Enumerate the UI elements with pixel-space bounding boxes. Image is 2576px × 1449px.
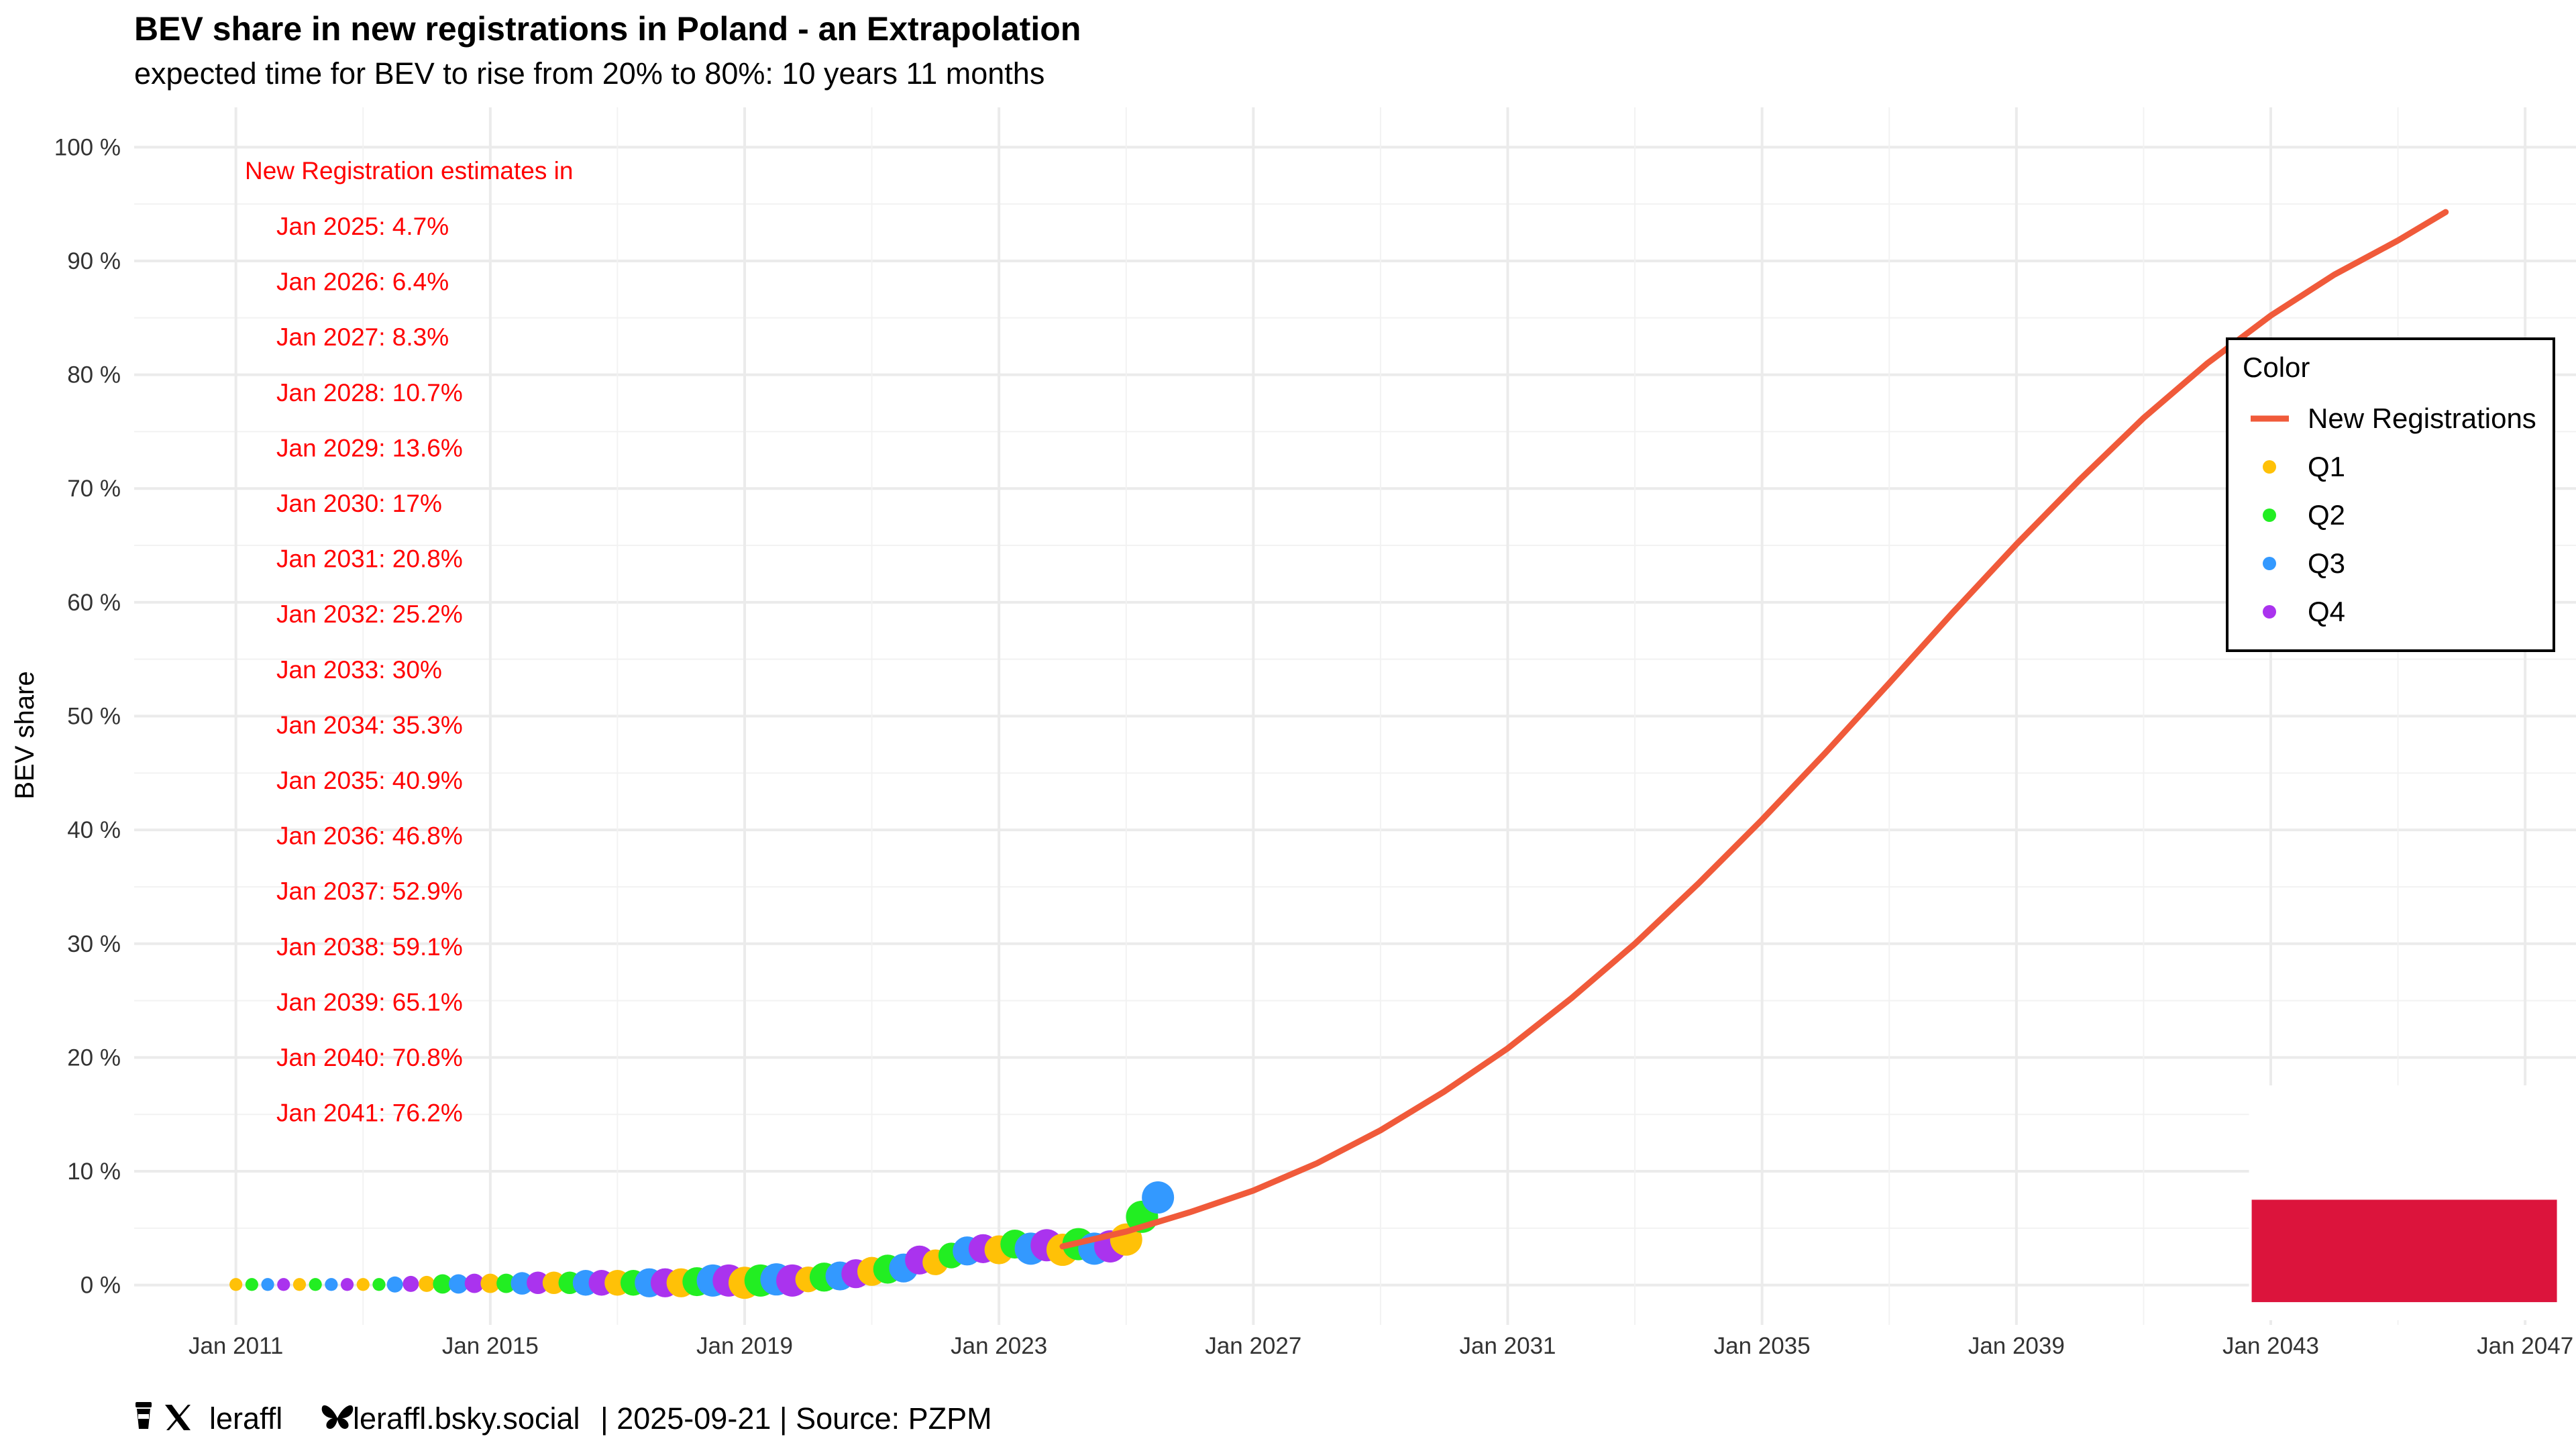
data-point	[464, 1273, 484, 1293]
x-tick-label: Jan 2019	[696, 1333, 793, 1359]
x-tick-label: Jan 2023	[951, 1333, 1047, 1359]
data-point	[356, 1278, 370, 1291]
data-point	[480, 1273, 500, 1293]
data-point	[511, 1272, 534, 1295]
legend-title: Color	[2243, 352, 2310, 383]
x-tick-label: Jan 2043	[2222, 1333, 2319, 1359]
data-point	[419, 1275, 435, 1292]
y-tick-label: 40 %	[67, 817, 121, 843]
annotation-line: Jan 2035: 40.9%	[276, 767, 463, 794]
y-tick-label: 10 %	[67, 1159, 121, 1185]
annotation-line: Jan 2032: 25.2%	[276, 600, 463, 628]
legend-label: New Registrations	[2308, 402, 2536, 434]
estimates-annotation: New Registration estimates in Jan 2025: 4…	[245, 157, 573, 1127]
annotation-line: Jan 2029: 13.6%	[276, 434, 463, 462]
annotation-line: Jan 2038: 59.1%	[276, 933, 463, 961]
legend-label: Q1	[2308, 451, 2345, 482]
x-axis: Jan 2011 Jan 2015 Jan 2019 Jan 2023 Jan 2027…	[189, 1333, 2573, 1359]
x-tick-label: Jan 2031	[1459, 1333, 1556, 1359]
x-tick-label: Jan 2047	[2477, 1333, 2573, 1359]
y-tick-label: 70 %	[67, 476, 121, 502]
data-point	[402, 1275, 419, 1292]
data-point	[340, 1278, 354, 1291]
y-axis: 0 % 10 % 20 % 30 % 40 % 50 % 60 % 70 % 80 % 90 % 1…	[54, 134, 121, 1298]
y-tick-label: 90 %	[67, 248, 121, 274]
x-tick-label: Jan 2035	[1714, 1333, 1811, 1359]
data-point	[496, 1273, 516, 1293]
y-tick-label: 60 %	[67, 590, 121, 616]
data-point	[325, 1278, 338, 1291]
data-point	[527, 1271, 549, 1295]
legend-key-dot	[2263, 605, 2276, 619]
annotation-line: Jan 2028: 10.7%	[276, 379, 463, 407]
x-logo-icon	[165, 1405, 191, 1430]
annotation-line: Jan 2040: 70.8%	[276, 1044, 463, 1071]
legend-label: Q3	[2308, 547, 2345, 579]
data-point	[277, 1278, 290, 1291]
caption-handle-x: leraffl	[209, 1401, 282, 1436]
legend-key-dot	[2263, 557, 2276, 570]
annotation-header: New Registration estimates in	[245, 157, 573, 184]
caption-rest: | 2025-09-21 | Source: PZPM	[600, 1401, 992, 1436]
x-tick-label: Jan 2027	[1205, 1333, 1301, 1359]
legend-key-dot	[2263, 460, 2276, 474]
legend-key-dot	[2263, 508, 2276, 522]
data-point	[261, 1278, 274, 1291]
y-tick-label: 80 %	[67, 362, 121, 388]
data-point	[372, 1278, 386, 1291]
annotation-line: Jan 2026: 6.4%	[276, 268, 449, 296]
butterfly-icon	[321, 1405, 354, 1429]
legend: Color New Registrations Q1 Q2 Q3 Q4	[2226, 337, 2555, 652]
data-point	[309, 1278, 322, 1291]
annotation-line: Jan 2027: 8.3%	[276, 323, 449, 351]
annotation-line: Jan 2039: 65.1%	[276, 988, 463, 1016]
y-axis-label: BEV share	[10, 671, 40, 799]
annotation-line: Jan 2031: 20.8%	[276, 545, 463, 573]
annotation-line: Jan 2036: 46.8%	[276, 822, 463, 850]
coffee-icon	[136, 1402, 152, 1429]
y-tick-label: 30 %	[67, 931, 121, 957]
annotation-line: Jan 2030: 17%	[276, 490, 442, 517]
annotation-line: Jan 2041: 76.2%	[276, 1099, 463, 1127]
y-tick-label: 50 %	[67, 704, 121, 730]
data-point	[292, 1278, 307, 1291]
y-tick-label: 100 %	[54, 134, 121, 160]
data-point	[245, 1278, 258, 1291]
annotation-line: Jan 2033: 30%	[276, 656, 442, 684]
legend-label: Q4	[2308, 596, 2345, 627]
x-tick-label: Jan 2039	[1968, 1333, 2065, 1359]
data-point	[433, 1274, 453, 1294]
y-tick-label: 0 %	[80, 1273, 121, 1299]
data-point	[449, 1274, 468, 1294]
caption: leraffl leraffl.bsky.social | 2025-09-21…	[136, 1401, 992, 1436]
x-tick-label: Jan 2015	[442, 1333, 539, 1359]
quarterly-points	[229, 1181, 1175, 1299]
data-point	[229, 1278, 243, 1291]
annotation-line: Jan 2034: 35.3%	[276, 711, 463, 739]
data-point	[542, 1271, 566, 1295]
chart-subtitle: expected time for BEV to rise from 20% t…	[134, 56, 1044, 91]
annotation-line: Jan 2025: 4.7%	[276, 213, 449, 240]
chart-title: BEV share in new registrations in Poland…	[134, 10, 1081, 48]
y-tick-label: 20 %	[67, 1044, 121, 1071]
x-tick-label: Jan 2011	[189, 1333, 283, 1359]
legend-box	[2226, 337, 2555, 652]
caption-handle-bsky: leraffl.bsky.social	[353, 1401, 580, 1436]
annotation-line: Jan 2037: 52.9%	[276, 877, 463, 905]
red-box	[2251, 1199, 2557, 1303]
data-point	[1142, 1181, 1175, 1214]
legend-label: Q2	[2308, 499, 2345, 531]
data-point	[386, 1276, 403, 1293]
